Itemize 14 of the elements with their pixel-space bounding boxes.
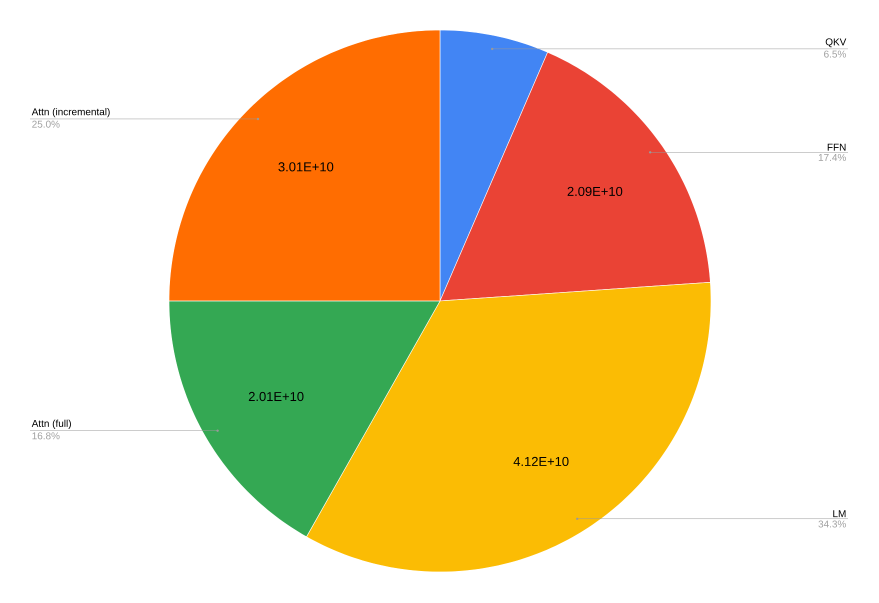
slice-label: QKV [826,38,846,48]
slice-label: LM [833,510,846,518]
slice-label: Attn (incremental) [32,108,110,118]
slice-label: Attn (full) [32,420,71,429]
slice-label: FFN [828,144,846,151]
data-label: 6.5% [824,50,846,58]
data-label: 34.3% [818,520,846,528]
text: 3.01E+10 [278,162,334,172]
data-label: 25.0% [32,120,60,128]
data-label: 16.8% [32,432,60,440]
text: 4.12E+10 [514,456,569,466]
data-label: 17.4% [818,154,846,161]
text: 2.01E+10 [248,392,304,402]
text: 2.09E+10 [568,186,622,196]
